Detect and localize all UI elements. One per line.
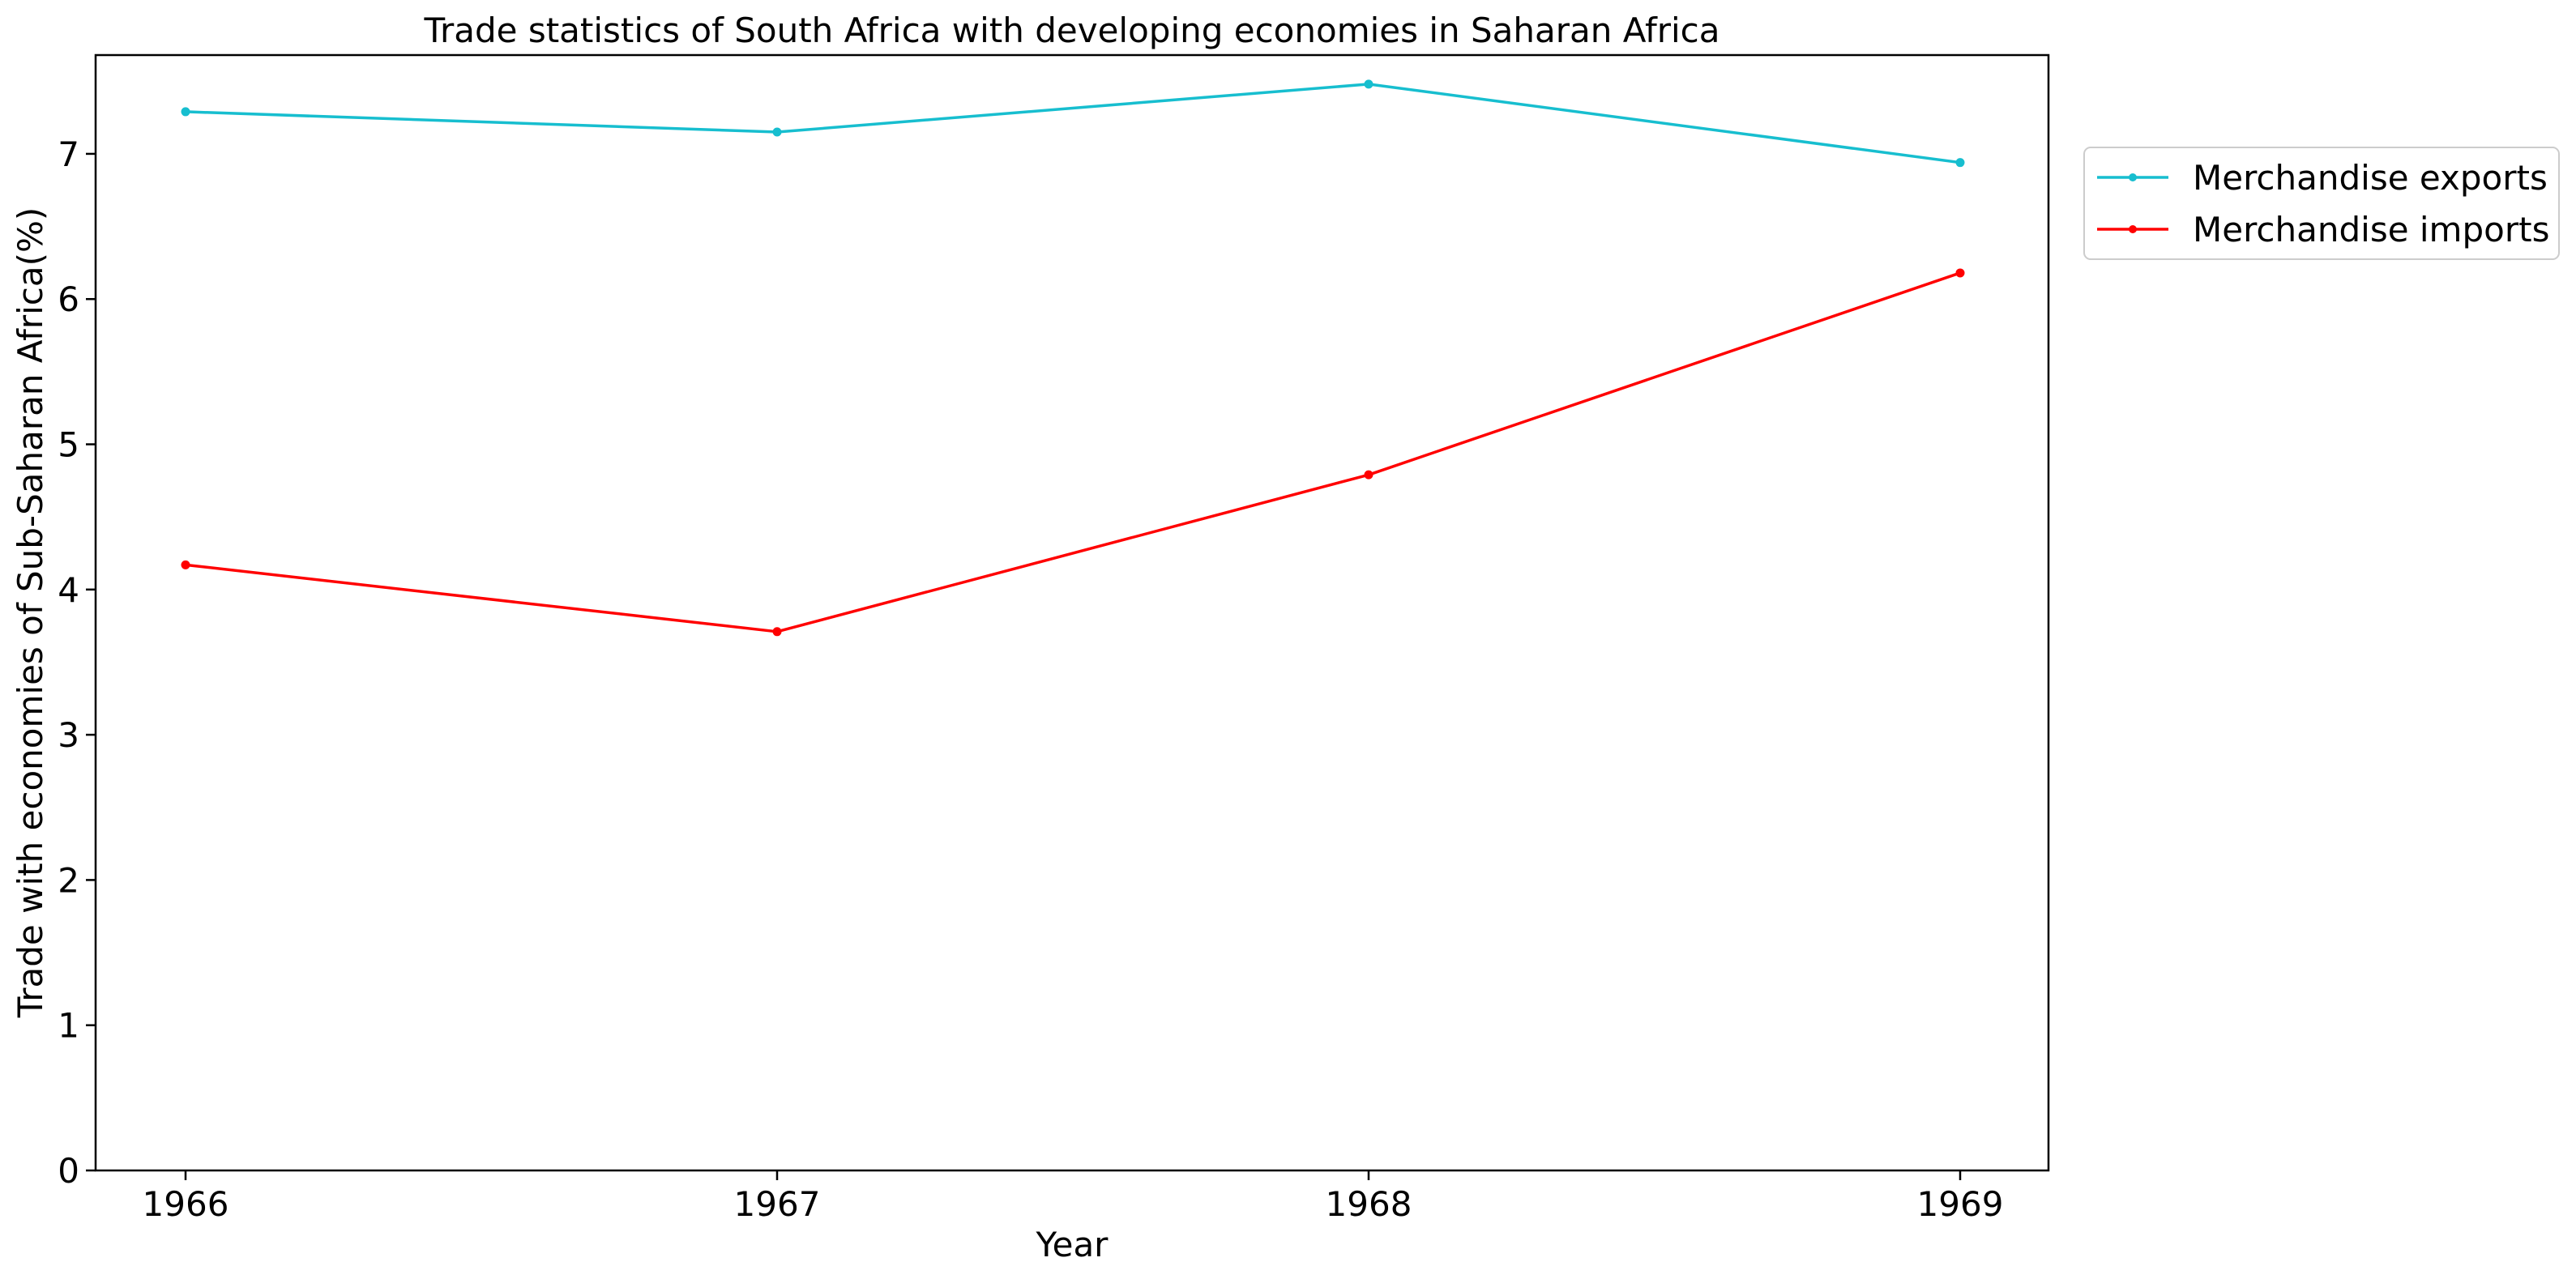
x-tick-label: 1969 (1917, 1184, 2004, 1224)
y-axis-label: Trade with economies of Sub-Saharan Afri… (11, 207, 50, 1019)
series-merchandise-imports (181, 268, 1965, 637)
y-tick-label: 1 (58, 1006, 79, 1046)
legend: Merchandise exports Merchandise imports (2083, 147, 2560, 260)
data-point (772, 627, 782, 637)
x-tick-label: 1968 (1326, 1184, 1412, 1224)
x-tick-label: 1967 (734, 1184, 821, 1224)
y-tick-label: 4 (58, 570, 79, 610)
data-point (1364, 470, 1373, 480)
y-tick-label: 2 (58, 860, 79, 900)
x-axis-label: Year (1036, 1225, 1109, 1264)
legend-marker (2129, 173, 2137, 181)
series-line (184, 271, 1962, 633)
x-tick-label: 1966 (143, 1184, 229, 1224)
y-tick-label: 5 (58, 425, 79, 465)
legend-label: Merchandise exports (2193, 158, 2548, 198)
y-tick-label: 6 (58, 279, 79, 319)
x-axis: 1966 1967 1968 1969 (143, 1170, 2004, 1224)
y-tick-label: 0 (58, 1151, 79, 1191)
plot-area (94, 53, 2050, 1172)
y-tick-label: 3 (58, 715, 79, 755)
series-merchandise-exports (181, 79, 1965, 168)
data-point (181, 107, 190, 117)
legend-marker (2129, 225, 2137, 233)
series-line (184, 83, 1962, 164)
data-point (1364, 79, 1373, 89)
data-point (772, 127, 782, 137)
data-point (181, 560, 190, 569)
legend-label: Merchandise imports (2193, 210, 2549, 249)
y-tick-label: 7 (58, 134, 79, 174)
data-point (1955, 158, 1965, 168)
legend-box (2083, 147, 2560, 260)
y-axis: 0 1 2 3 4 5 6 7 (58, 134, 96, 1191)
series-layer (181, 79, 1965, 637)
chart-title: Trade statistics of South Africa with de… (423, 11, 1719, 50)
data-point (1955, 268, 1965, 278)
